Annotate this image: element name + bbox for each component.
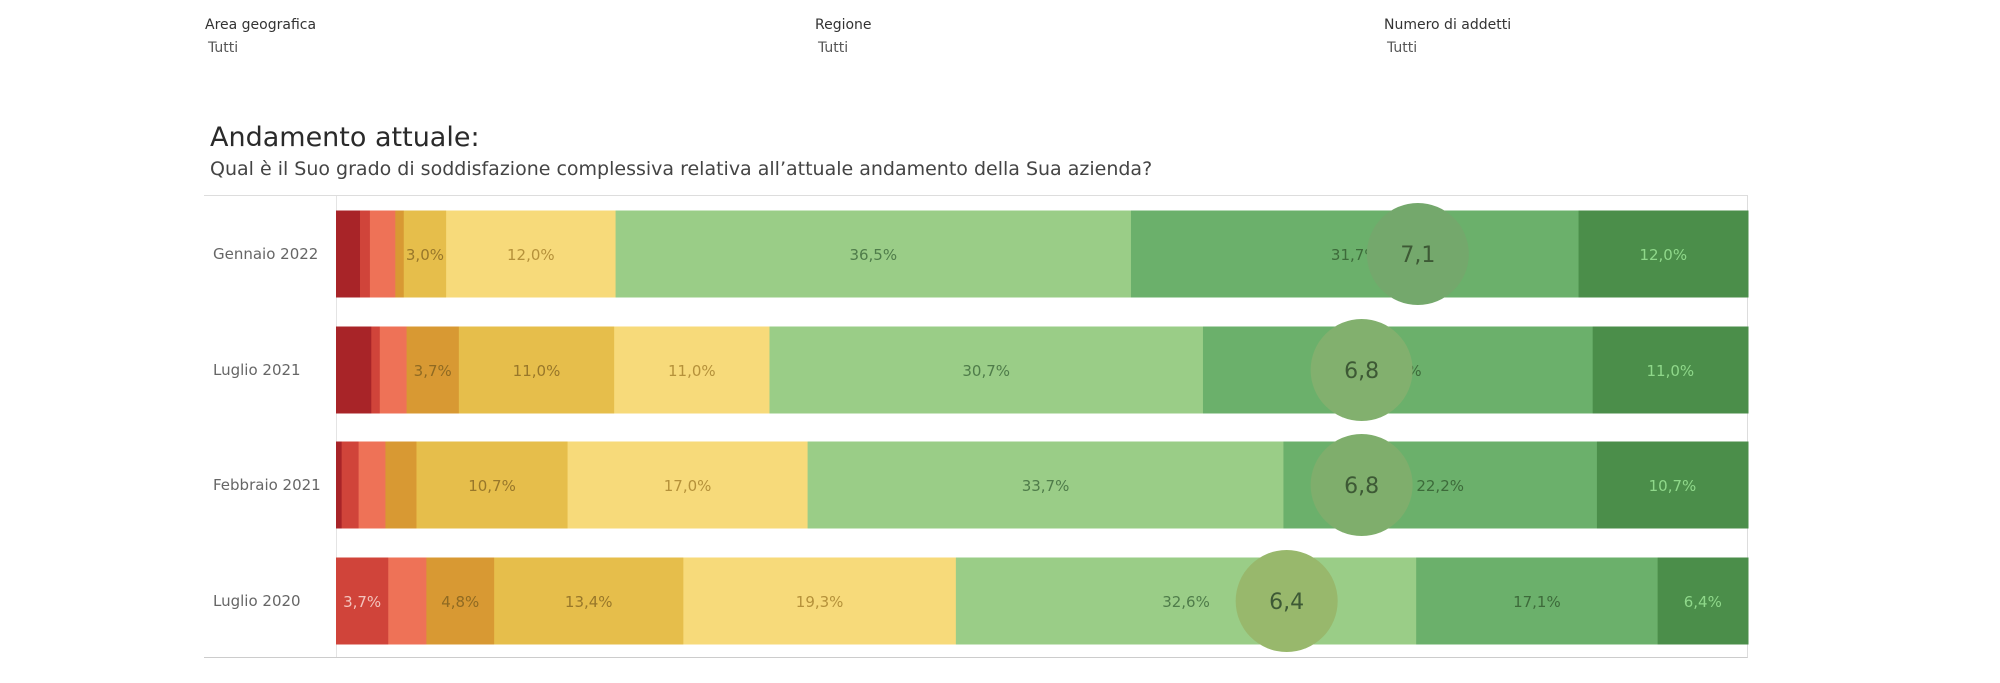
bar-data-label: 19,3%: [796, 593, 844, 611]
bar-data-label: 3,0%: [406, 246, 444, 264]
bar-segment[interactable]: [446, 210, 617, 298]
bar-segment[interactable]: [395, 210, 405, 298]
bar-data-label: 36,5%: [849, 246, 897, 264]
bar-segment[interactable]: [614, 326, 770, 414]
bar-segment[interactable]: [341, 441, 360, 529]
bar-data-label: 3,7%: [343, 593, 381, 611]
bar-segment[interactable]: [379, 326, 408, 414]
bar-segment[interactable]: [336, 210, 361, 298]
bar-segment[interactable]: [371, 326, 381, 414]
bar-segment[interactable]: [769, 326, 1204, 414]
row-label: Gennaio 2022: [213, 245, 319, 263]
average-circle[interactable]: [1310, 434, 1413, 536]
bar-data-label: 10,7%: [1649, 477, 1697, 495]
chart-subtitle: Qual è il Suo grado di soddisfazione com…: [210, 158, 1153, 180]
average-label: 7,1: [1400, 243, 1435, 268]
bar-segment[interactable]: [385, 441, 417, 529]
bar-segment[interactable]: [807, 441, 1284, 529]
bar-segment[interactable]: [683, 557, 957, 645]
bar-segment[interactable]: [369, 210, 396, 298]
filter-value[interactable]: Tutti: [208, 40, 239, 56]
bar-segment[interactable]: [388, 557, 427, 645]
bar-segment[interactable]: [1416, 557, 1659, 645]
bar-data-label: 32,6%: [1162, 593, 1210, 611]
bar-segment[interactable]: [336, 326, 372, 414]
axis-divider: [336, 196, 337, 657]
row-label: Luglio 2020: [213, 592, 301, 610]
bar-data-label: 22,2%: [1416, 477, 1464, 495]
chart-title: Andamento attuale:: [210, 122, 480, 153]
bar-segment[interactable]: [360, 210, 371, 298]
bar-segment[interactable]: [494, 557, 684, 645]
row-label: Febbraio 2021: [213, 476, 321, 494]
bar-data-label: 11,0%: [1647, 362, 1695, 380]
bar-data-label: 12,0%: [507, 246, 555, 264]
average-label: 6,4: [1269, 590, 1304, 615]
bar-data-label: 11,0%: [513, 362, 561, 380]
bar-data-label: 13,4%: [565, 593, 613, 611]
bar-segment[interactable]: [1596, 441, 1749, 529]
average-circle[interactable]: [1310, 319, 1413, 421]
bar-segment[interactable]: [955, 557, 1417, 645]
bar-data-label: 31,7%: [1331, 246, 1379, 264]
filter-area-geografica[interactable]: Area geografica Tutti: [205, 17, 316, 56]
bar-segment[interactable]: [416, 441, 569, 529]
chart-frame: [204, 195, 1748, 658]
filter-label: Regione: [815, 17, 872, 33]
bar-data-label: 6,4%: [1684, 593, 1722, 611]
bar-segment[interactable]: [1657, 557, 1749, 645]
bar-data-label: 11,0%: [668, 362, 716, 380]
average-circle[interactable]: [1366, 203, 1469, 305]
filter-label: Area geografica: [205, 17, 317, 33]
bar-segment[interactable]: [615, 210, 1132, 298]
row-label: Luglio 2021: [213, 361, 301, 379]
average-label: 6,8: [1344, 474, 1379, 499]
bar-segment[interactable]: [567, 441, 809, 529]
average-circle[interactable]: [1235, 550, 1338, 652]
bar-data-label: 10,7%: [468, 477, 516, 495]
bar-data-label: 17,1%: [1513, 593, 1561, 611]
bar-segment[interactable]: [403, 210, 447, 298]
filter-value[interactable]: Tutti: [1387, 40, 1418, 56]
filter-numero-addetti[interactable]: Numero di addetti Tutti: [1384, 17, 1511, 56]
bar-data-label: 12,0%: [1639, 246, 1687, 264]
filter-value[interactable]: Tutti: [818, 40, 849, 56]
bar-segment[interactable]: [1578, 210, 1749, 298]
bar-segment[interactable]: [358, 441, 386, 529]
bar-segment[interactable]: [458, 326, 615, 414]
average-label: 6,8: [1344, 359, 1379, 384]
filter-label: Numero di addetti: [1384, 17, 1512, 33]
bar-data-label: 30,7%: [962, 362, 1010, 380]
bar-segment[interactable]: [1130, 210, 1580, 298]
bar-segment[interactable]: [336, 557, 389, 645]
bar-data-label: 4,8%: [441, 593, 479, 611]
bar-segment[interactable]: [406, 326, 460, 414]
filter-regione[interactable]: Regione Tutti: [815, 17, 872, 56]
bar-data-label: 3,7%: [414, 362, 452, 380]
bar-data-label: 33,7%: [1022, 477, 1070, 495]
bar-segment[interactable]: [336, 441, 343, 529]
bar-data-label: 17,0%: [664, 477, 712, 495]
bar-segment[interactable]: [426, 557, 495, 645]
bar-segment[interactable]: [1592, 326, 1749, 414]
